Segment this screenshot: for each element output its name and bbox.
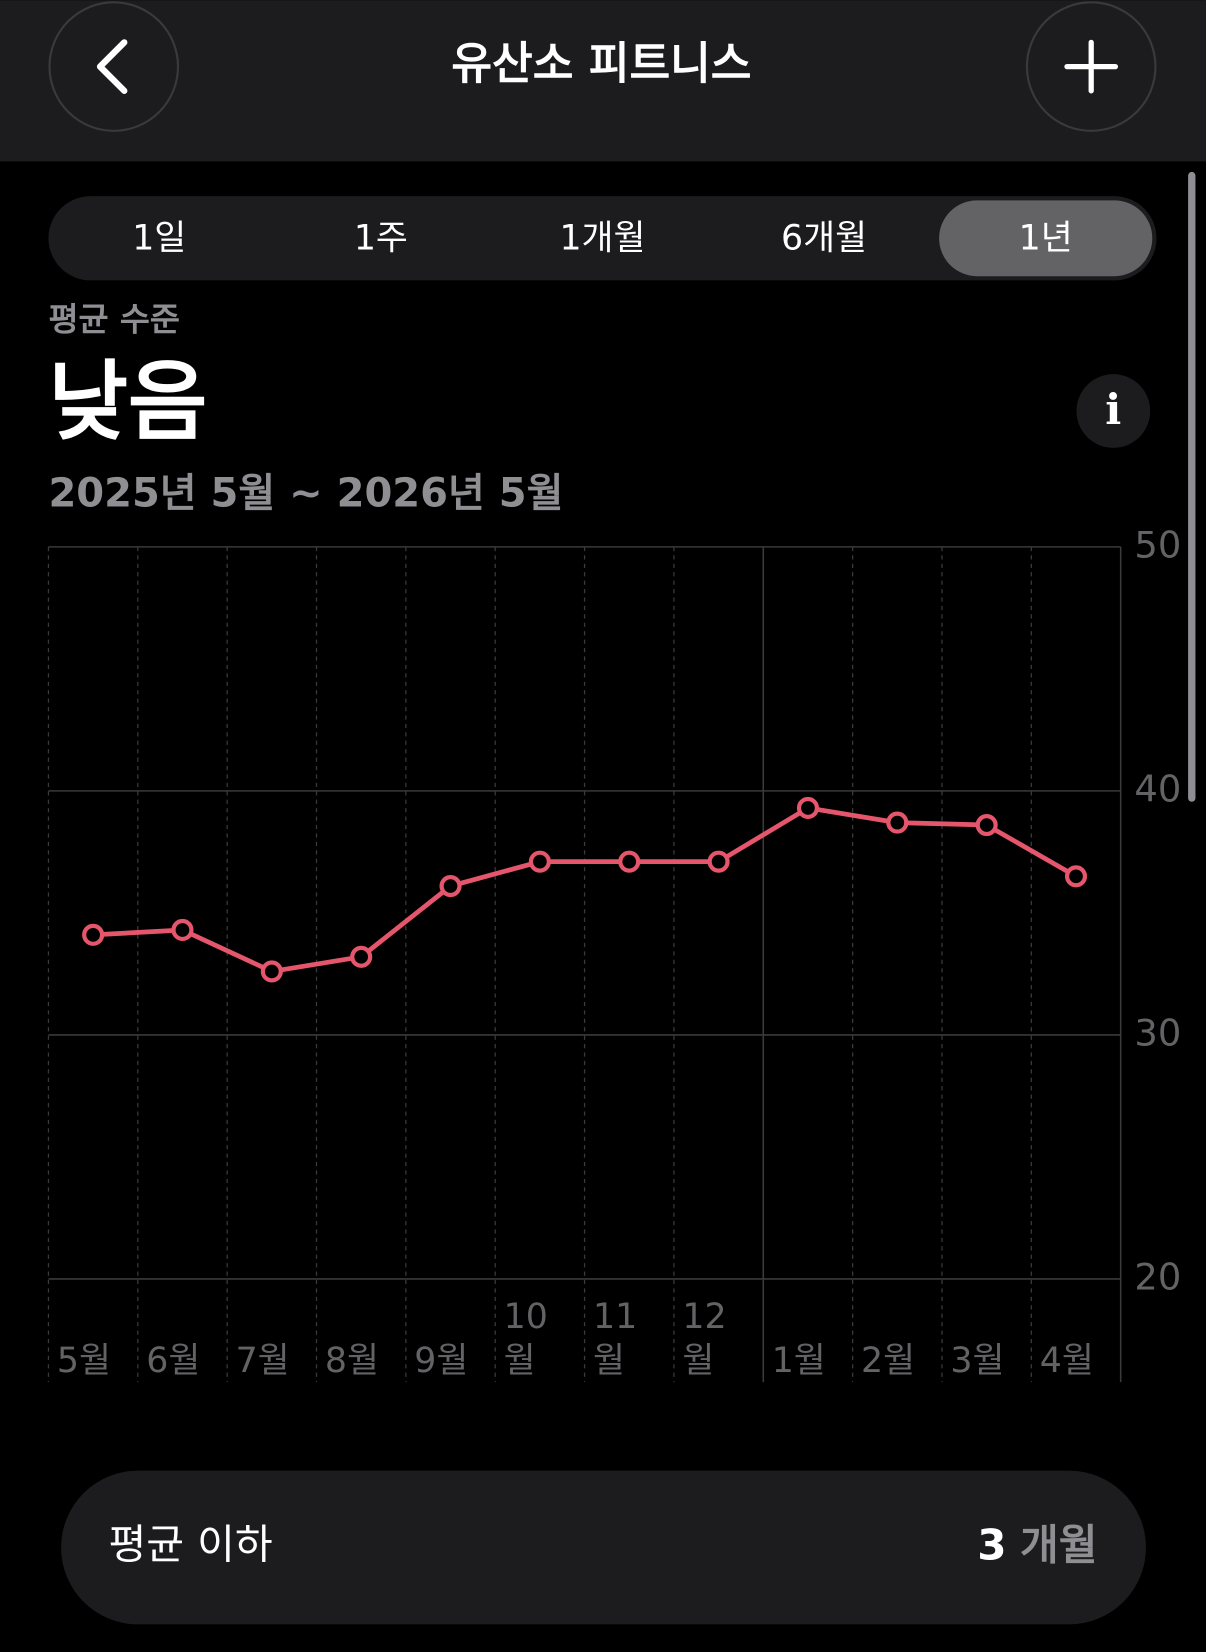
info-button-bg[interactable]	[1076, 374, 1151, 448]
y-tick-label: 40	[1134, 767, 1181, 810]
line	[92, 805, 1078, 974]
footer-label: 평균 이하	[108, 1520, 272, 1568]
x-tick-label-line: 월	[504, 1341, 536, 1381]
footer-card	[61, 1470, 1146, 1625]
x-tick-label-line: 11	[593, 1297, 637, 1337]
add-icon[interactable]	[1064, 39, 1119, 94]
x-tick-label: 9월	[414, 1341, 468, 1381]
y-tick-label: 30	[1134, 1011, 1181, 1054]
x-tick-label-line: 10	[504, 1297, 548, 1337]
add-button[interactable]	[1025, 1, 1157, 132]
y-tick-label: 20	[1134, 1255, 1181, 1298]
x-tick-label: 10 월	[504, 1297, 548, 1381]
back-button[interactable]	[48, 1, 180, 132]
segment-label[interactable]: 1일	[132, 218, 186, 258]
x-tick-label: 1월	[772, 1341, 826, 1381]
point	[1064, 865, 1088, 888]
point	[350, 945, 373, 968]
info-icon[interactable]: i	[1105, 384, 1121, 434]
point	[618, 850, 641, 873]
point	[82, 923, 105, 946]
point	[528, 850, 551, 873]
segmented-control	[48, 196, 1157, 281]
point	[886, 811, 909, 834]
point	[439, 874, 462, 898]
segment-label[interactable]: 1년	[1019, 218, 1073, 258]
x-tick-label: 7월	[236, 1341, 290, 1381]
x-tick-label-line: 12	[682, 1297, 726, 1337]
x-tick-label: 2월	[861, 1341, 915, 1381]
point	[171, 918, 194, 942]
footer-unit: 개월	[1020, 1520, 1098, 1569]
level: 낮음	[48, 352, 207, 452]
back-button-bg[interactable]	[48, 1, 180, 132]
nav-bar	[0, 0, 1206, 162]
caption: 평균 수준	[48, 300, 179, 338]
point	[975, 813, 998, 837]
x-tick-label: 6월	[146, 1341, 200, 1381]
back-icon[interactable]	[96, 39, 128, 94]
segment-selected[interactable]	[939, 200, 1153, 277]
footer-value-line: 3 개월	[977, 1520, 1097, 1569]
x-tick-label: 4월	[1040, 1341, 1094, 1381]
x-tick-label-line: 월	[593, 1341, 625, 1381]
point	[796, 796, 820, 820]
x-tick-label: 5월	[57, 1341, 111, 1381]
x-tick-label: 8월	[325, 1341, 379, 1381]
footer-value: 3	[977, 1520, 1006, 1569]
segment-label[interactable]: 1주	[354, 218, 408, 258]
period: 2025년 5월 ~ 2026년 5월	[48, 470, 563, 516]
x-tick-label: 3월	[950, 1341, 1004, 1381]
y-tick-label: 50	[1134, 523, 1181, 566]
point	[707, 850, 730, 873]
nav-title: 유산소 피트니스	[451, 39, 751, 90]
scrollbar	[1188, 171, 1196, 802]
info-button[interactable]: i	[1076, 374, 1151, 448]
point	[260, 960, 283, 983]
x-tick-label: 12 월	[682, 1297, 726, 1381]
x-tick-label: 11 월	[593, 1297, 637, 1381]
segment-label[interactable]: 6개월	[781, 218, 867, 258]
segment-label[interactable]: 1개월	[559, 218, 645, 258]
x-tick-label-line: 월	[682, 1341, 714, 1381]
